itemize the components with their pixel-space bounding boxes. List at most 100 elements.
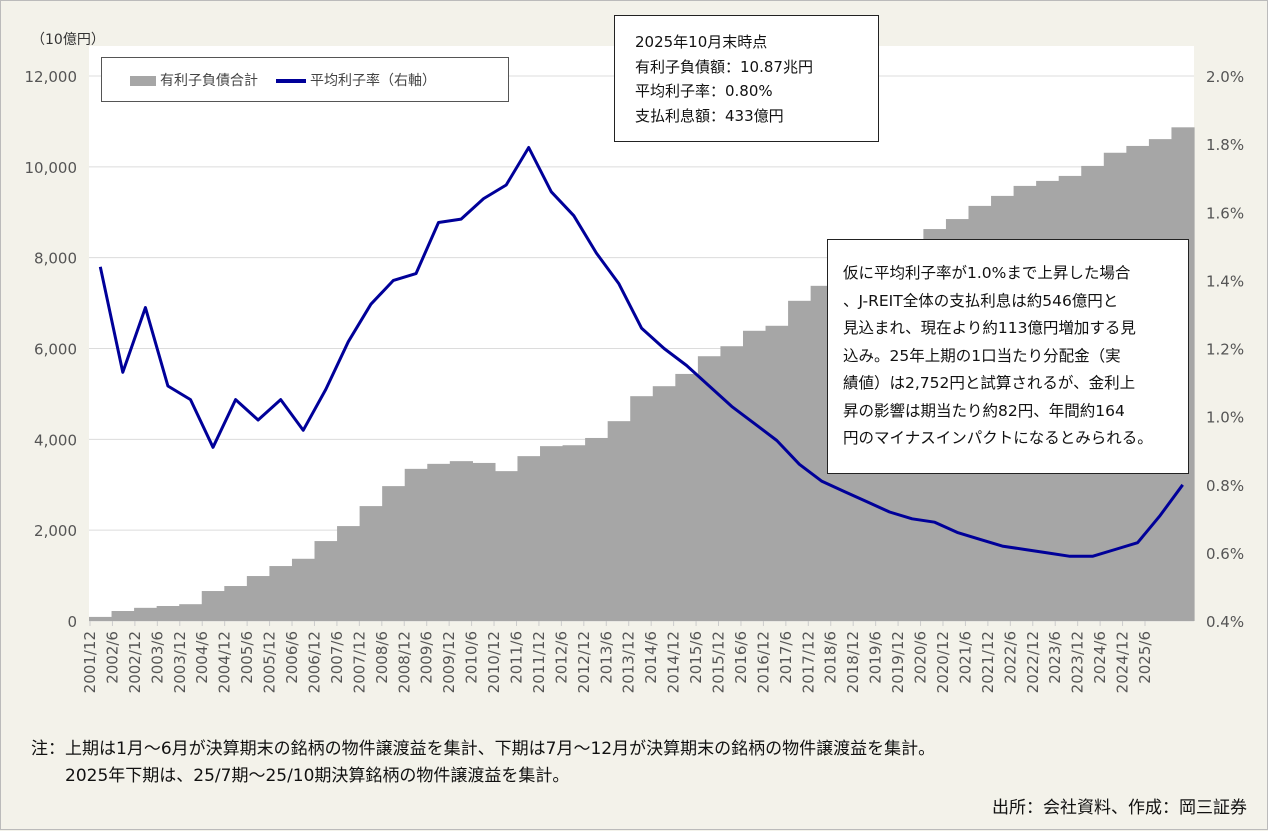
x-tick-label: 2017/6 — [777, 631, 795, 684]
note-line: 、J-REIT全体の支払利息は約546億円と — [843, 291, 1119, 310]
debt-bar — [291, 558, 316, 621]
x-tick-label: 2003/6 — [148, 631, 166, 684]
footnote-2: 2025年下期は、25/7期～25/10期決算銘柄の物件譲渡益を集計。 — [31, 766, 570, 786]
note-line: 見込まれ、現在より約113億円増加する見 — [843, 319, 1136, 337]
left-tick-label: 6,000 — [34, 341, 77, 359]
x-tick-label: 2011/6 — [507, 631, 525, 684]
debt-bar — [720, 346, 744, 621]
debt-bar — [585, 437, 609, 621]
left-tick-label: 12,000 — [25, 68, 78, 86]
debt-bar — [540, 446, 564, 621]
legend-label-rate: 平均利子率（右軸） — [310, 72, 436, 89]
x-tick-label: 2024/12 — [1114, 631, 1132, 693]
summary-date: 2025年10月末時点 — [635, 33, 768, 51]
debt-bar — [404, 468, 428, 621]
x-tick-label: 2022/6 — [1001, 631, 1019, 684]
debt-bar — [201, 591, 225, 621]
left-tick-label: 8,000 — [34, 250, 77, 268]
x-tick-label: 2002/12 — [126, 631, 144, 693]
left-axis-unit: （10億円） — [31, 32, 105, 48]
right-tick-label: 1.4% — [1206, 272, 1244, 290]
debt-bar — [742, 330, 767, 621]
debt-bar — [134, 607, 158, 621]
x-tick-label: 2023/12 — [1069, 631, 1087, 693]
left-tick-label: 2,000 — [34, 522, 77, 540]
note-line: 昇の影響は期当たり約82円、年間約164 — [843, 401, 1125, 420]
bar-swatch-icon — [130, 75, 156, 86]
legend-label-debt: 有利子負債合計 — [160, 72, 258, 89]
legend-item-debt: 有利子負債合計 — [130, 70, 258, 90]
debt-bar — [630, 396, 654, 621]
debt-bar — [427, 463, 451, 621]
debt-bar — [675, 373, 699, 621]
note-line: 仮に平均利子率が1.0%まで上昇した場合 — [843, 264, 1131, 282]
x-tick-label: 2020/12 — [934, 631, 952, 693]
x-tick-label: 2003/12 — [171, 631, 189, 693]
x-tick-label: 2006/12 — [305, 631, 323, 693]
left-tick-label: 0 — [67, 613, 77, 631]
x-tick-label: 2018/6 — [822, 631, 840, 684]
x-axis-ticks: 2001/12 2002/6 2002/12 2003/6 2003/12 2004/6 2… — [81, 621, 1154, 693]
x-tick-label: 2019/12 — [889, 631, 907, 693]
x-tick-label: 2018/12 — [844, 631, 862, 693]
x-tick-label: 2008/6 — [373, 631, 391, 684]
legend: 有利子負債合計 平均利子率（右軸） — [101, 57, 509, 102]
summary-debt: 有利子負債額：10.87兆円 — [635, 57, 813, 76]
x-tick-label: 2013/12 — [620, 631, 638, 693]
debt-bar — [314, 541, 338, 621]
annotation-box: 仮に平均利子率が1.0%まで上昇した場合 、J-REIT全体の支払利息は約546… — [827, 239, 1189, 474]
x-tick-label: 2023/6 — [1046, 631, 1064, 684]
summary-box: 2025年10月末時点 有利子負債額：10.87兆円 平均利子率：0.80% 支… — [614, 15, 879, 142]
x-tick-label: 2006/6 — [283, 631, 301, 684]
debt-bar — [472, 462, 496, 621]
x-tick-label: 2019/6 — [867, 631, 885, 684]
x-tick-label: 2010/6 — [463, 631, 481, 684]
x-tick-label: 2011/12 — [530, 631, 548, 693]
x-tick-label: 2021/6 — [956, 631, 974, 684]
debt-bar — [269, 566, 293, 621]
debt-bar — [337, 526, 361, 621]
footnote-1: 注：上期は1月～6月が決算期末の銘柄の物件譲渡益を集計、下期は7月～12月が決算… — [31, 739, 936, 759]
x-tick-label: 2016/6 — [732, 631, 750, 684]
x-tick-label: 2014/6 — [642, 631, 660, 684]
right-tick-label: 1.6% — [1206, 204, 1244, 222]
x-tick-label: 2014/12 — [665, 631, 683, 693]
right-tick-label: 0.4% — [1206, 613, 1244, 631]
x-tick-label: 2012/12 — [575, 631, 593, 693]
x-tick-label: 2022/12 — [1024, 631, 1042, 693]
x-tick-label: 2017/12 — [799, 631, 817, 693]
debt-bar — [111, 611, 135, 621]
x-tick-label: 2001/12 — [81, 631, 99, 693]
left-tick-label: 10,000 — [25, 159, 78, 177]
x-tick-label: 2009/12 — [440, 631, 458, 693]
x-tick-label: 2015/12 — [710, 631, 728, 693]
debt-bar — [359, 506, 383, 621]
debt-bar — [517, 456, 541, 621]
debt-bar — [765, 325, 789, 621]
x-tick-label: 2024/6 — [1091, 631, 1109, 684]
left-axis-ticks: 0 2,000 4,000 6,000 8,000 10,000 12,000 — [25, 68, 78, 631]
rate-line — [98, 146, 1184, 558]
x-tick-label: 2007/12 — [350, 631, 368, 693]
x-tick-label: 2020/6 — [912, 631, 930, 684]
right-tick-label: 1.0% — [1206, 409, 1244, 427]
debt-bar — [449, 461, 473, 621]
note-line: 績値）は2,752円と試算されるが、金利上 — [843, 374, 1136, 392]
x-tick-label: 2025/6 — [1136, 631, 1154, 684]
x-tick-label: 2002/6 — [103, 631, 121, 684]
note-line: 円のマイナスインパクトになるとみられる。 — [843, 429, 1153, 447]
debt-bar — [697, 356, 722, 621]
line-swatch-icon — [276, 78, 306, 83]
debt-bar — [607, 421, 631, 621]
debt-bar — [224, 586, 248, 621]
debt-bar — [89, 616, 113, 621]
debt-bar — [788, 300, 812, 621]
source: 出所：会社資料、作成：岡三証券 — [992, 798, 1247, 818]
x-tick-label: 2004/6 — [193, 631, 211, 684]
x-tick-label: 2007/6 — [328, 631, 346, 684]
summary-interest: 支払利息額：433億円 — [635, 106, 784, 125]
x-tick-label: 2016/12 — [754, 631, 772, 693]
summary-rate: 平均利子率：0.80% — [635, 82, 773, 100]
x-tick-label: 2005/6 — [238, 631, 256, 684]
debt-bar — [652, 386, 676, 621]
